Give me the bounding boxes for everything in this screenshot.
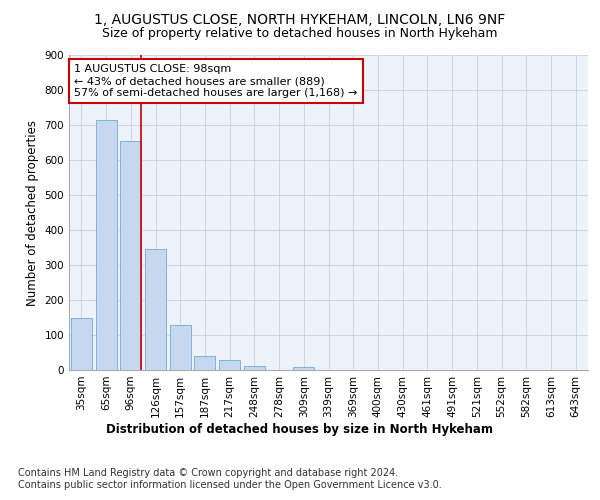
Bar [71,318,92,370]
Text: Distribution of detached houses by size in North Hykeham: Distribution of detached houses by size … [107,422,493,436]
Bar [170,324,191,370]
Text: 1, AUGUSTUS CLOSE, NORTH HYKEHAM, LINCOLN, LN6 9NF: 1, AUGUSTUS CLOSE, NORTH HYKEHAM, LINCOL… [94,12,506,26]
Bar [293,366,314,370]
Bar [145,249,166,370]
Bar [95,120,116,370]
Bar [219,360,240,370]
Bar [244,366,265,370]
Text: 1 AUGUSTUS CLOSE: 98sqm
← 43% of detached houses are smaller (889)
57% of semi-d: 1 AUGUSTUS CLOSE: 98sqm ← 43% of detache… [74,64,358,98]
Text: Contains HM Land Registry data © Crown copyright and database right 2024.: Contains HM Land Registry data © Crown c… [18,468,398,477]
Bar [120,141,141,370]
Y-axis label: Number of detached properties: Number of detached properties [26,120,39,306]
Bar [194,356,215,370]
Text: Size of property relative to detached houses in North Hykeham: Size of property relative to detached ho… [102,28,498,40]
Text: Contains public sector information licensed under the Open Government Licence v3: Contains public sector information licen… [18,480,442,490]
